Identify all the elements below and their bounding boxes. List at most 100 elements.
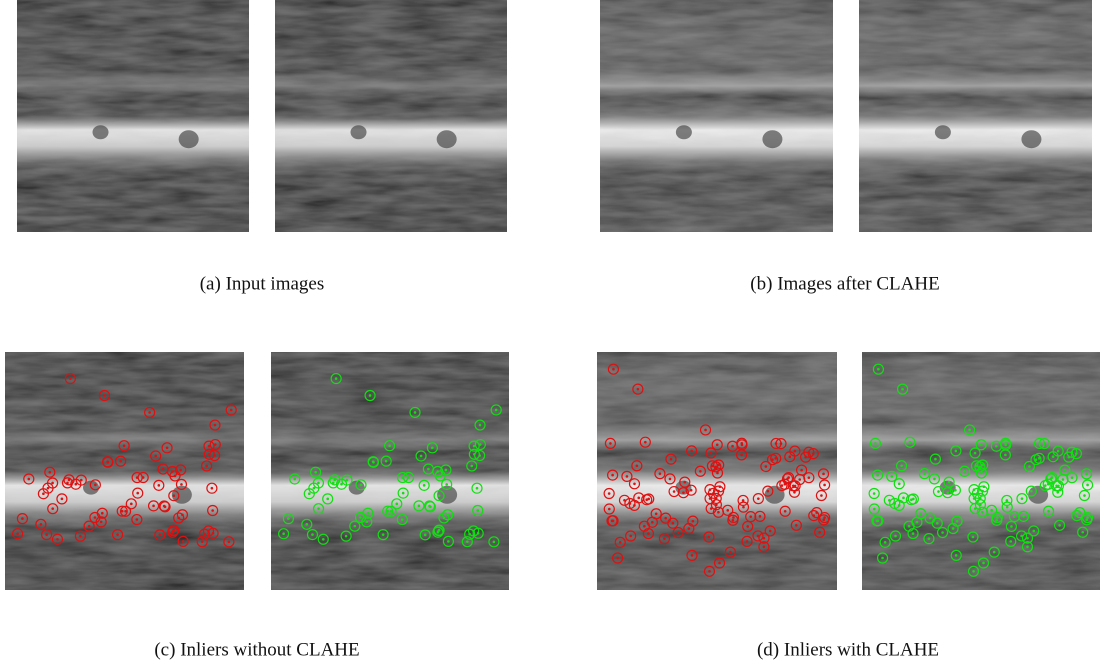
keypoint [313, 487, 316, 490]
keypoint [479, 424, 482, 427]
keypoint [154, 455, 157, 458]
keypoint [800, 469, 803, 472]
keypoint [470, 465, 473, 468]
caption: (a) Input images [200, 273, 325, 294]
keypoint [386, 510, 389, 513]
keypoint [213, 454, 216, 457]
keypoint [981, 511, 984, 514]
keypoint [823, 484, 826, 487]
keypoint [164, 505, 167, 508]
keypoint [124, 510, 127, 513]
keypoint [909, 441, 912, 444]
keypoint [367, 512, 370, 515]
keypoint [995, 445, 998, 448]
keypoint [609, 442, 612, 445]
keypoint [1013, 515, 1016, 518]
keypoint [923, 472, 926, 475]
keypoint [1064, 469, 1067, 472]
keypoint [16, 532, 19, 535]
keypoint [933, 478, 936, 481]
keypoint [955, 554, 958, 557]
keypoint [956, 520, 959, 523]
keypoint [877, 519, 880, 522]
keypoint [884, 541, 887, 544]
keypoint [173, 494, 176, 497]
keypoint [1004, 442, 1007, 445]
keypoint [793, 491, 796, 494]
keypoint [478, 454, 481, 457]
keypoint [633, 504, 636, 507]
keypoint [1028, 465, 1031, 468]
keypoint [946, 491, 949, 494]
keypoint [317, 507, 320, 510]
keypoint [823, 516, 826, 519]
keypoint [968, 429, 971, 432]
keypoint [902, 497, 905, 500]
keypoint [466, 540, 469, 543]
keypoint [445, 469, 448, 472]
keypoint [812, 452, 815, 455]
keypoint [982, 562, 985, 565]
keypoint [360, 484, 363, 487]
keypoint [612, 368, 615, 371]
keypoint [993, 551, 996, 554]
keypoint [784, 510, 787, 513]
keypoint [742, 499, 745, 502]
image [600, 0, 833, 232]
keypoint [636, 464, 639, 467]
keypoint [699, 470, 702, 473]
keypoint [637, 388, 640, 391]
keypoint [1086, 516, 1089, 519]
keypoint [715, 466, 718, 469]
keypoint [438, 494, 441, 497]
keypoint [972, 570, 975, 573]
keypoint [203, 533, 206, 536]
keypoint [669, 478, 672, 481]
keypoint [66, 482, 69, 485]
keypoint [683, 481, 686, 484]
keypoint [663, 537, 666, 540]
keypoint [21, 517, 24, 520]
keypoint [1026, 545, 1029, 548]
keypoint [995, 519, 998, 522]
keypoint [612, 519, 615, 522]
keypoint [937, 490, 940, 493]
keypoint [424, 534, 427, 537]
keypoint [710, 507, 713, 510]
keypoint [401, 518, 404, 521]
keypoint [1006, 499, 1009, 502]
keypoint [688, 527, 691, 530]
keypoint [402, 492, 405, 495]
keypoint [670, 458, 673, 461]
keypoint [928, 537, 931, 540]
keypoint [901, 388, 904, 391]
keypoint [446, 513, 449, 516]
keypoint [718, 562, 721, 565]
keypoint [820, 494, 823, 497]
keypoint [759, 515, 762, 518]
keypoint [973, 497, 976, 500]
keypoint [795, 524, 798, 527]
keypoint [473, 445, 476, 448]
keypoint [822, 519, 825, 522]
keypoint [1047, 510, 1050, 513]
keypoint [731, 445, 734, 448]
keypoint [1020, 535, 1023, 538]
keypoint [346, 479, 349, 482]
keypoint [51, 482, 54, 485]
keypoint [804, 456, 807, 459]
blob [179, 130, 199, 148]
keypoint [769, 530, 772, 533]
keypoint [746, 525, 749, 528]
keypoint [1071, 476, 1074, 479]
keypoint [1085, 473, 1088, 476]
keypoint [916, 521, 919, 524]
keypoint [1062, 478, 1065, 481]
keypoint [423, 484, 426, 487]
keypoint [308, 492, 311, 495]
keypoint [974, 507, 977, 510]
keypoint [1057, 450, 1060, 453]
keypoint [664, 517, 667, 520]
caption: (c) Inliers without CLAHE [154, 639, 359, 660]
keypoint [211, 509, 214, 512]
